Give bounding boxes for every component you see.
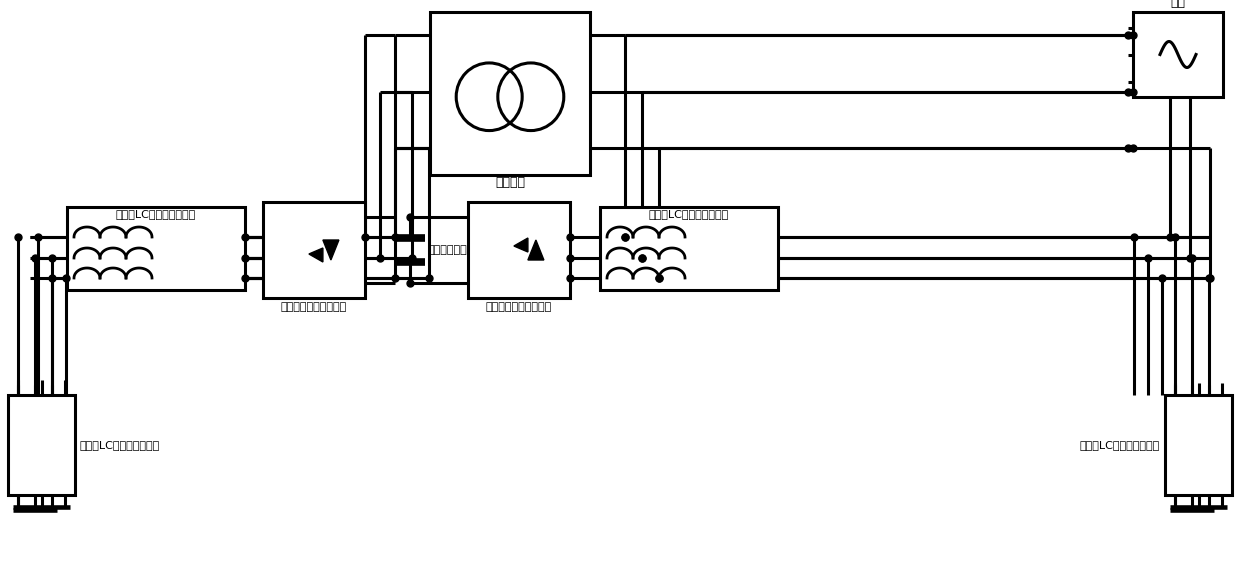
Text: 定子侧LC滤波器滤波电感: 定子侧LC滤波器滤波电感 [649, 209, 729, 219]
Bar [67, 207, 246, 290]
Bar [467, 202, 570, 298]
Bar [263, 202, 365, 298]
Text: 直流母线电容: 直流母线电容 [428, 245, 467, 255]
Ellipse shape [456, 63, 522, 131]
Text: 转子侧电力电子变换器: 转子侧电力电子变换器 [281, 302, 347, 312]
Bar [1166, 395, 1233, 495]
Polygon shape [322, 240, 339, 260]
Polygon shape [309, 248, 322, 262]
Text: 电网: 电网 [1171, 0, 1185, 9]
Text: 定子侧电力电子变换器: 定子侧电力电子变换器 [486, 302, 552, 312]
Bar [600, 207, 777, 290]
Bar [7, 395, 74, 495]
Text: 转子侧LC滤波器滤波电感: 转子侧LC滤波器滤波电感 [115, 209, 196, 219]
Polygon shape [513, 238, 528, 252]
Polygon shape [528, 240, 544, 260]
Text: 转子侧LC滤波器滤波电容: 转子侧LC滤波器滤波电容 [81, 440, 160, 450]
Text: 双馈电机: 双馈电机 [495, 176, 525, 189]
Text: 定子侧LC滤波器滤波电容: 定子侧LC滤波器滤波电容 [1080, 440, 1159, 450]
Bar [430, 12, 590, 175]
Bar [1133, 12, 1223, 97]
